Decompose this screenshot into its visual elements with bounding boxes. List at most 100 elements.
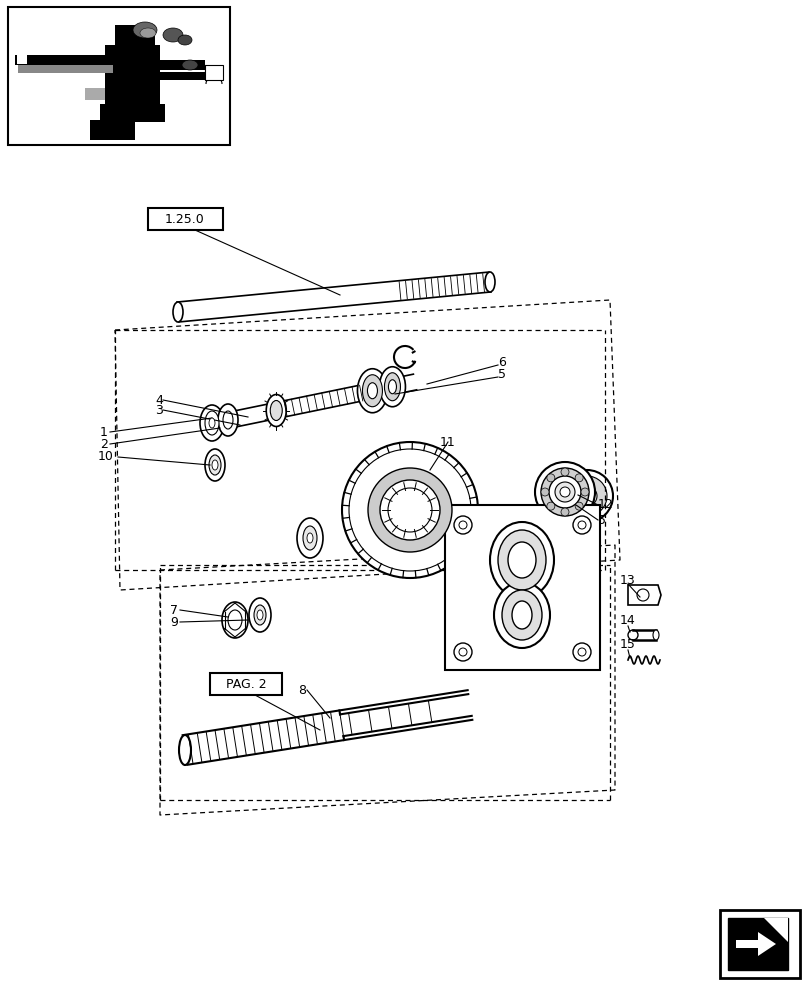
Bar	[723, 914, 795, 974]
Ellipse shape	[493, 582, 549, 648]
Ellipse shape	[627, 630, 637, 640]
Circle shape	[577, 648, 586, 656]
Circle shape	[540, 488, 548, 496]
Text: 10: 10	[98, 450, 114, 464]
Ellipse shape	[380, 480, 440, 540]
Ellipse shape	[357, 369, 387, 413]
Ellipse shape	[200, 405, 224, 441]
Ellipse shape	[204, 411, 219, 435]
Bar	[90, 120, 135, 140]
Ellipse shape	[540, 468, 588, 516]
Ellipse shape	[349, 449, 470, 571]
Ellipse shape	[560, 487, 569, 497]
Circle shape	[560, 508, 569, 516]
Ellipse shape	[577, 486, 596, 506]
Ellipse shape	[534, 462, 594, 522]
Ellipse shape	[307, 533, 312, 543]
Circle shape	[574, 502, 582, 510]
Circle shape	[546, 474, 554, 482]
Ellipse shape	[341, 442, 478, 578]
Text: PAG. 2: PAG. 2	[225, 678, 266, 690]
Circle shape	[453, 643, 471, 661]
Ellipse shape	[508, 542, 535, 578]
Ellipse shape	[384, 373, 400, 401]
Ellipse shape	[566, 476, 607, 516]
Ellipse shape	[270, 400, 282, 420]
Bar	[155, 72, 210, 80]
Ellipse shape	[163, 28, 182, 42]
Text: 7: 7	[169, 603, 178, 616]
Ellipse shape	[173, 302, 182, 322]
Circle shape	[546, 502, 554, 510]
Ellipse shape	[367, 468, 452, 552]
Ellipse shape	[560, 470, 612, 522]
Text: 5: 5	[497, 368, 505, 381]
Circle shape	[458, 648, 466, 656]
Ellipse shape	[367, 383, 377, 399]
Polygon shape	[727, 918, 787, 970]
Ellipse shape	[208, 418, 215, 428]
Circle shape	[574, 474, 582, 482]
Ellipse shape	[204, 449, 225, 481]
Circle shape	[636, 589, 648, 601]
Ellipse shape	[554, 482, 574, 502]
Text: 4: 4	[155, 393, 163, 406]
Bar	[100, 104, 165, 122]
Bar	[115, 25, 155, 45]
Text: 12: 12	[597, 498, 613, 512]
Ellipse shape	[133, 22, 157, 38]
Text: 1.25.0: 1.25.0	[165, 213, 204, 226]
Ellipse shape	[178, 35, 191, 45]
Ellipse shape	[212, 460, 217, 470]
Bar	[444, 505, 599, 670]
Bar	[18, 65, 113, 73]
Ellipse shape	[484, 272, 495, 292]
Bar	[210, 673, 281, 695]
Ellipse shape	[221, 602, 247, 638]
Ellipse shape	[257, 610, 263, 620]
Bar	[105, 45, 160, 105]
Ellipse shape	[139, 28, 156, 38]
Circle shape	[458, 521, 466, 529]
Text: 5: 5	[597, 514, 605, 526]
Ellipse shape	[223, 411, 233, 429]
Ellipse shape	[249, 598, 271, 632]
Circle shape	[573, 643, 590, 661]
Text: 8: 8	[298, 684, 306, 696]
Circle shape	[453, 516, 471, 534]
Ellipse shape	[501, 590, 541, 640]
Polygon shape	[735, 932, 775, 956]
Ellipse shape	[379, 367, 405, 407]
Ellipse shape	[178, 735, 191, 765]
Polygon shape	[763, 918, 787, 942]
Bar	[160, 60, 204, 70]
Text: 15: 15	[620, 638, 635, 652]
Bar	[8, 7, 230, 145]
Ellipse shape	[266, 394, 286, 426]
Bar	[85, 88, 105, 100]
Text: 14: 14	[620, 613, 635, 626]
Bar	[204, 65, 223, 80]
Ellipse shape	[362, 375, 382, 407]
Text: 2: 2	[100, 438, 108, 450]
Bar	[148, 208, 223, 230]
Ellipse shape	[388, 380, 396, 394]
Ellipse shape	[548, 476, 581, 508]
Text: 1: 1	[100, 426, 108, 438]
Text: 11: 11	[440, 436, 455, 448]
Text: 3: 3	[155, 403, 163, 416]
Polygon shape	[627, 585, 660, 605]
Text: 6: 6	[497, 356, 505, 368]
Ellipse shape	[297, 518, 323, 558]
Ellipse shape	[489, 522, 553, 598]
Circle shape	[573, 516, 590, 534]
Circle shape	[577, 521, 586, 529]
Bar	[17, 55, 27, 64]
Bar	[719, 910, 799, 978]
Circle shape	[560, 468, 569, 476]
Ellipse shape	[652, 630, 659, 640]
Text: 9: 9	[169, 615, 178, 628]
Ellipse shape	[254, 605, 266, 625]
Ellipse shape	[182, 60, 198, 70]
Ellipse shape	[497, 530, 545, 590]
